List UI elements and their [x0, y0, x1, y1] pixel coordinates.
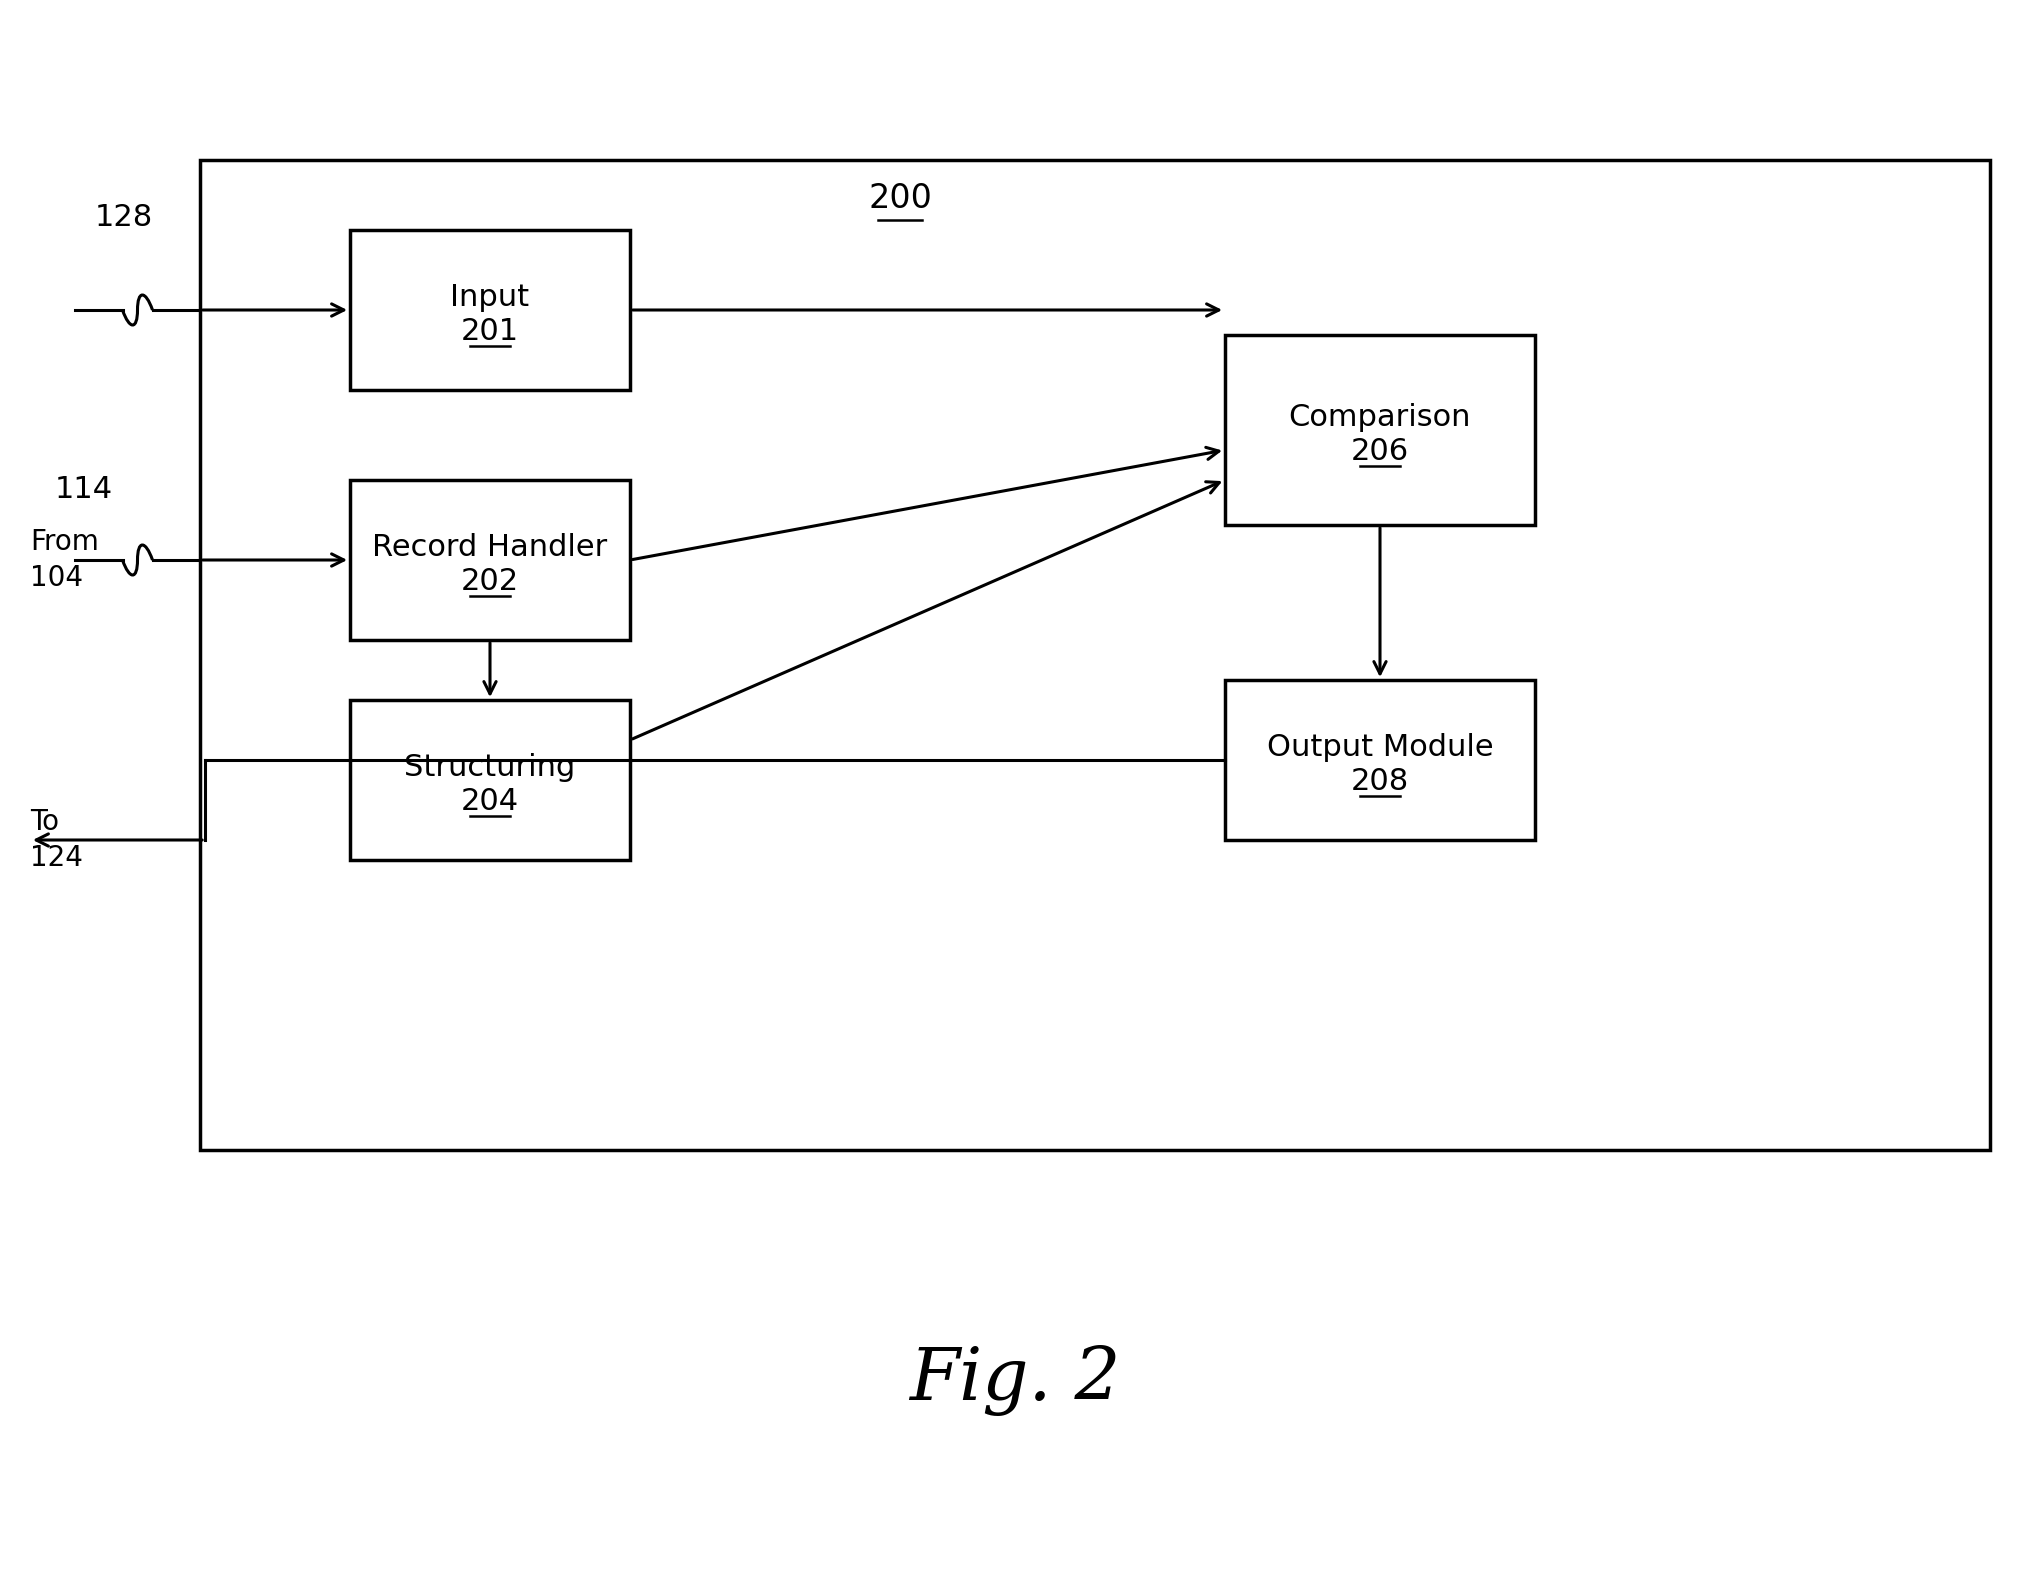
Text: 128: 128 [95, 204, 152, 233]
Bar [1224, 679, 1535, 841]
Text: 114: 114 [55, 475, 114, 504]
Text: 202: 202 [461, 568, 520, 597]
Bar [199, 160, 1989, 1150]
Text: Input: Input [451, 284, 530, 313]
Bar [1224, 335, 1535, 525]
Bar [349, 480, 629, 640]
Text: 201: 201 [461, 317, 520, 346]
Text: 200: 200 [867, 182, 932, 215]
Bar [349, 230, 629, 391]
Text: 208: 208 [1350, 767, 1409, 796]
Text: Record Handler: Record Handler [371, 533, 607, 563]
Text: 204: 204 [461, 788, 520, 817]
Text: Fig. 2: Fig. 2 [909, 1345, 1121, 1415]
Text: Output Module: Output Module [1267, 734, 1492, 762]
Bar [349, 700, 629, 860]
Text: Structuring: Structuring [404, 753, 574, 783]
Text: 206: 206 [1350, 437, 1409, 466]
Text: Comparison: Comparison [1289, 404, 1470, 432]
Text: From
104: From 104 [30, 528, 99, 592]
Text: To
124: To 124 [30, 807, 83, 872]
